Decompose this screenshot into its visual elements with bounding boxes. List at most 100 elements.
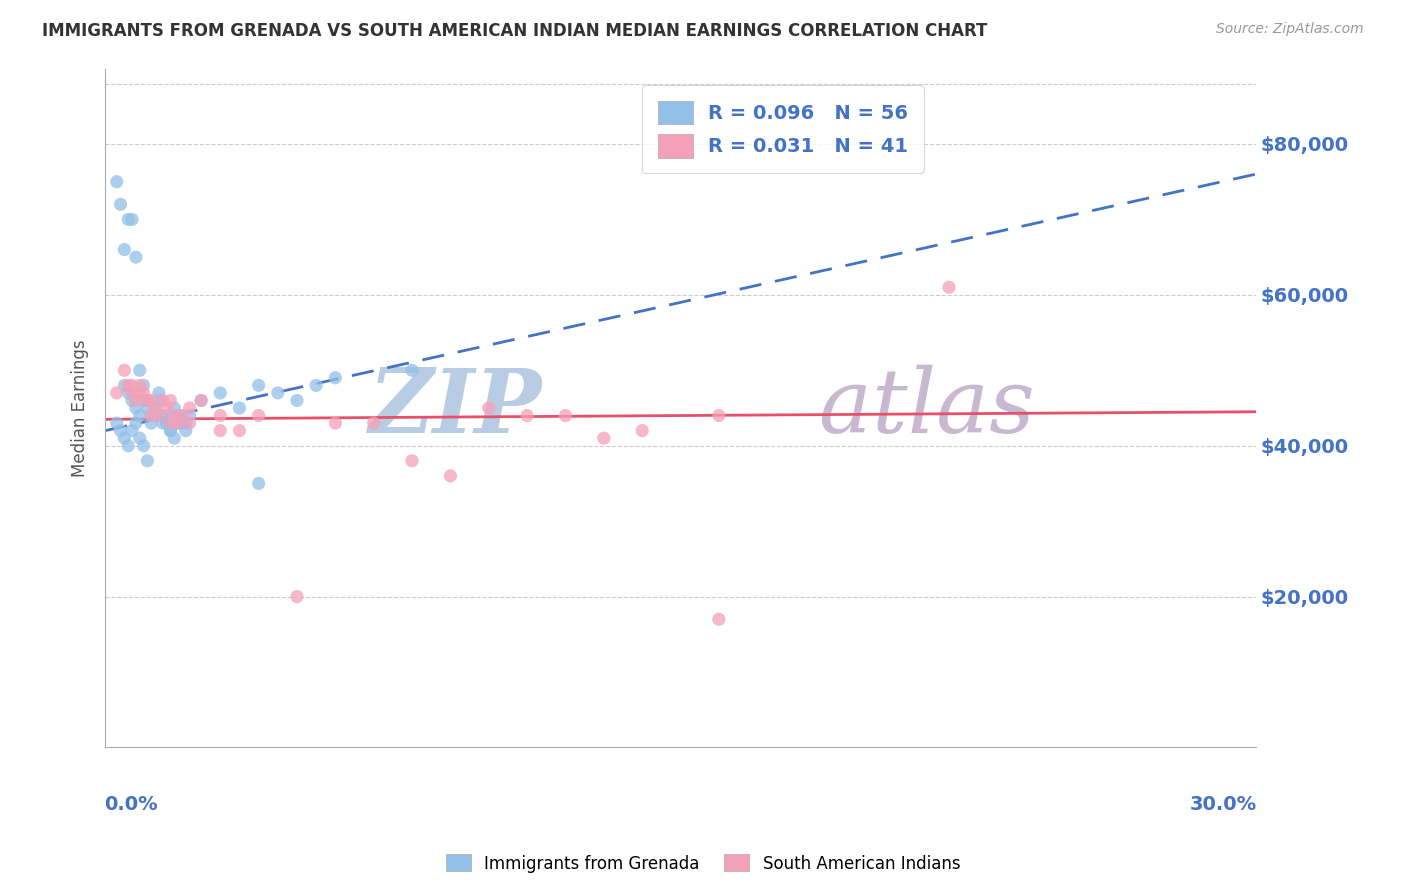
Point — [179, 401, 201, 415]
Point — [247, 409, 270, 423]
Point — [155, 401, 177, 415]
Point — [125, 401, 148, 415]
Text: 0.0%: 0.0% — [104, 795, 157, 814]
Point — [143, 401, 166, 415]
Point — [121, 212, 143, 227]
Point — [132, 393, 155, 408]
Text: Source: ZipAtlas.com: Source: ZipAtlas.com — [1216, 22, 1364, 37]
Point — [190, 393, 212, 408]
Point — [174, 424, 197, 438]
Point — [163, 401, 186, 415]
Point — [163, 431, 186, 445]
Point — [136, 454, 159, 468]
Legend: R = 0.096   N = 56, R = 0.031   N = 41: R = 0.096 N = 56, R = 0.031 N = 41 — [643, 85, 924, 173]
Point — [170, 416, 193, 430]
Point — [128, 409, 150, 423]
Point — [363, 416, 385, 430]
Point — [141, 409, 163, 423]
Point — [132, 439, 155, 453]
Point — [592, 431, 614, 445]
Point — [174, 416, 197, 430]
Point — [128, 431, 150, 445]
Point — [141, 416, 163, 430]
Point — [267, 385, 290, 400]
Point — [128, 385, 150, 400]
Point — [148, 393, 170, 408]
Point — [141, 409, 163, 423]
Point — [285, 590, 308, 604]
Point — [554, 409, 576, 423]
Point — [163, 409, 186, 423]
Legend: Immigrants from Grenada, South American Indians: Immigrants from Grenada, South American … — [439, 847, 967, 880]
Point — [167, 409, 190, 423]
Point — [143, 401, 166, 415]
Point — [132, 385, 155, 400]
Point — [170, 409, 193, 423]
Point — [179, 409, 201, 423]
Point — [631, 424, 654, 438]
Point — [325, 371, 347, 385]
Point — [152, 393, 174, 408]
Point — [112, 431, 135, 445]
Point — [190, 393, 212, 408]
Point — [285, 393, 308, 408]
Point — [159, 393, 181, 408]
Text: IMMIGRANTS FROM GRENADA VS SOUTH AMERICAN INDIAN MEDIAN EARNINGS CORRELATION CHA: IMMIGRANTS FROM GRENADA VS SOUTH AMERICA… — [42, 22, 987, 40]
Point — [143, 409, 166, 423]
Point — [152, 416, 174, 430]
Point — [209, 409, 232, 423]
Point — [136, 401, 159, 415]
Point — [152, 409, 174, 423]
Point — [401, 363, 423, 377]
Point — [938, 280, 960, 294]
Text: 30.0%: 30.0% — [1189, 795, 1257, 814]
Point — [325, 416, 347, 430]
Point — [228, 401, 250, 415]
Point — [148, 409, 170, 423]
Point — [155, 409, 177, 423]
Point — [478, 401, 501, 415]
Point — [125, 250, 148, 264]
Point — [209, 385, 232, 400]
Point — [170, 409, 193, 423]
Point — [159, 424, 181, 438]
Point — [112, 363, 135, 377]
Point — [105, 175, 128, 189]
Point — [707, 409, 730, 423]
Point — [125, 393, 148, 408]
Point — [117, 212, 139, 227]
Point — [159, 424, 181, 438]
Point — [516, 409, 538, 423]
Point — [117, 439, 139, 453]
Point — [148, 385, 170, 400]
Point — [136, 393, 159, 408]
Point — [117, 385, 139, 400]
Point — [209, 424, 232, 438]
Point — [155, 416, 177, 430]
Point — [110, 197, 132, 211]
Text: atlas: atlas — [818, 365, 1035, 451]
Point — [136, 393, 159, 408]
Point — [121, 385, 143, 400]
Point — [112, 378, 135, 392]
Point — [105, 385, 128, 400]
Point — [132, 378, 155, 392]
Point — [228, 424, 250, 438]
Point — [167, 416, 190, 430]
Point — [125, 416, 148, 430]
Point — [141, 393, 163, 408]
Point — [117, 378, 139, 392]
Point — [128, 378, 150, 392]
Y-axis label: Median Earnings: Median Earnings — [72, 339, 89, 477]
Text: ZIP: ZIP — [368, 365, 543, 451]
Point — [105, 416, 128, 430]
Point — [159, 416, 181, 430]
Point — [305, 378, 328, 392]
Point — [401, 454, 423, 468]
Point — [112, 243, 135, 257]
Point — [167, 416, 190, 430]
Point — [439, 469, 461, 483]
Point — [707, 612, 730, 626]
Point — [110, 424, 132, 438]
Point — [128, 363, 150, 377]
